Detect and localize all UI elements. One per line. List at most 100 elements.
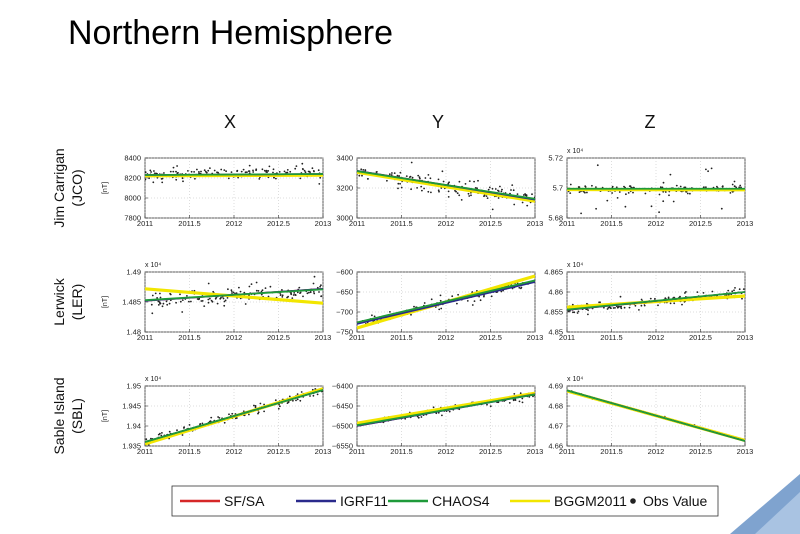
obs-point: [411, 176, 414, 179]
x-tick-label: 2012.5: [689, 447, 712, 456]
obs-point: [285, 171, 287, 174]
obs-point: [716, 185, 718, 188]
obs-point: [281, 294, 284, 297]
obs-point: [464, 183, 467, 185]
obs-point: [159, 302, 162, 305]
obs-point: [207, 301, 210, 304]
panel-2-2: 2011 2011.5 2012 2012.5 2013 4.66 4.67 4.68 4.69…: [548, 376, 753, 456]
obs-point: [227, 288, 229, 291]
obs-point: [619, 295, 622, 298]
obs-point: [586, 191, 588, 194]
obs-point: [571, 303, 574, 306]
obs-point: [497, 197, 500, 199]
series-line-chaos4: [145, 288, 323, 302]
obs-point: [169, 170, 172, 173]
obs-point: [659, 186, 662, 189]
obs-point: [237, 176, 240, 179]
y-tick-label: 5.68: [548, 214, 563, 223]
obs-point: [501, 188, 503, 191]
x-tick-label: 2011.5: [390, 219, 412, 228]
obs-point: [424, 177, 427, 179]
obs-point: [231, 291, 233, 293]
obs-point: [491, 187, 494, 190]
obs-point: [376, 171, 378, 173]
obs-point: [664, 297, 667, 300]
obs-point: [628, 306, 631, 309]
obs-point: [471, 304, 474, 306]
x-tick-label: 2011: [559, 447, 575, 456]
obs-point: [320, 284, 322, 287]
obs-point: [662, 200, 665, 203]
obs-point: [497, 189, 499, 192]
obs-point: [643, 304, 646, 307]
obs-point: [488, 186, 491, 189]
y-tick-label: 4.68: [548, 402, 563, 411]
obs-point: [396, 174, 399, 177]
obs-point: [478, 295, 480, 298]
obs-point: [441, 414, 443, 417]
obs-point: [388, 173, 391, 176]
obs-point: [427, 174, 430, 176]
obs-point: [261, 289, 264, 292]
panel-plot-area: [567, 287, 745, 316]
obs-point: [618, 191, 621, 193]
obs-point: [168, 430, 171, 433]
obs-point: [669, 173, 672, 176]
obs-point: [399, 182, 401, 185]
row-label-0: Jim Carrigan (JCO): [51, 148, 85, 227]
obs-point: [286, 171, 289, 174]
obs-point: [451, 295, 454, 298]
obs-point: [301, 168, 304, 170]
obs-point: [615, 186, 618, 189]
series-line-chaos4: [357, 170, 535, 200]
x-tick-label: 2013: [315, 333, 332, 342]
obs-point: [448, 410, 451, 413]
obs-point: [277, 407, 280, 410]
obs-point: [303, 169, 306, 172]
x-tick-label: 2011: [559, 219, 575, 228]
obs-point: [591, 184, 593, 187]
row-label-code: (SBL): [69, 398, 85, 434]
obs-point: [686, 192, 689, 195]
obs-point: [576, 312, 579, 314]
x-tick-label: 2011.5: [600, 447, 622, 456]
obs-point: [250, 283, 253, 285]
obs-point: [485, 195, 488, 198]
obs-point: [172, 170, 175, 173]
obs-point: [397, 182, 400, 185]
obs-point: [595, 207, 597, 210]
obs-point: [512, 399, 515, 402]
obs-point: [311, 167, 314, 170]
obs-point: [448, 181, 450, 184]
obs-point: [358, 174, 361, 177]
obs-point: [252, 169, 254, 172]
x-tick-label: 2012: [648, 333, 665, 342]
obs-point: [149, 169, 152, 172]
obs-point: [301, 162, 304, 165]
obs-point: [441, 170, 444, 173]
x-tick-label: 2011: [559, 333, 575, 342]
obs-point: [150, 171, 153, 173]
obs-point: [508, 402, 511, 404]
obs-point: [248, 170, 251, 173]
obs-point: [620, 305, 622, 308]
obs-point: [733, 289, 735, 292]
obs-point: [248, 164, 251, 167]
obs-point: [263, 410, 265, 413]
y-tick-label: 1.49: [126, 268, 141, 277]
obs-point: [186, 295, 188, 297]
obs-point: [514, 399, 517, 401]
obs-point: [669, 302, 672, 305]
obs-point: [650, 205, 653, 208]
obs-point: [286, 402, 289, 404]
obs-point: [516, 193, 519, 196]
x-tick-label: 2011.5: [178, 219, 200, 228]
obs-point: [447, 196, 450, 198]
obs-point: [279, 294, 282, 296]
obs-point: [673, 302, 676, 305]
obs-point: [226, 297, 229, 299]
obs-point: [519, 392, 522, 395]
obs-point: [179, 293, 181, 296]
obs-point: [456, 302, 458, 305]
obs-point: [248, 413, 250, 416]
